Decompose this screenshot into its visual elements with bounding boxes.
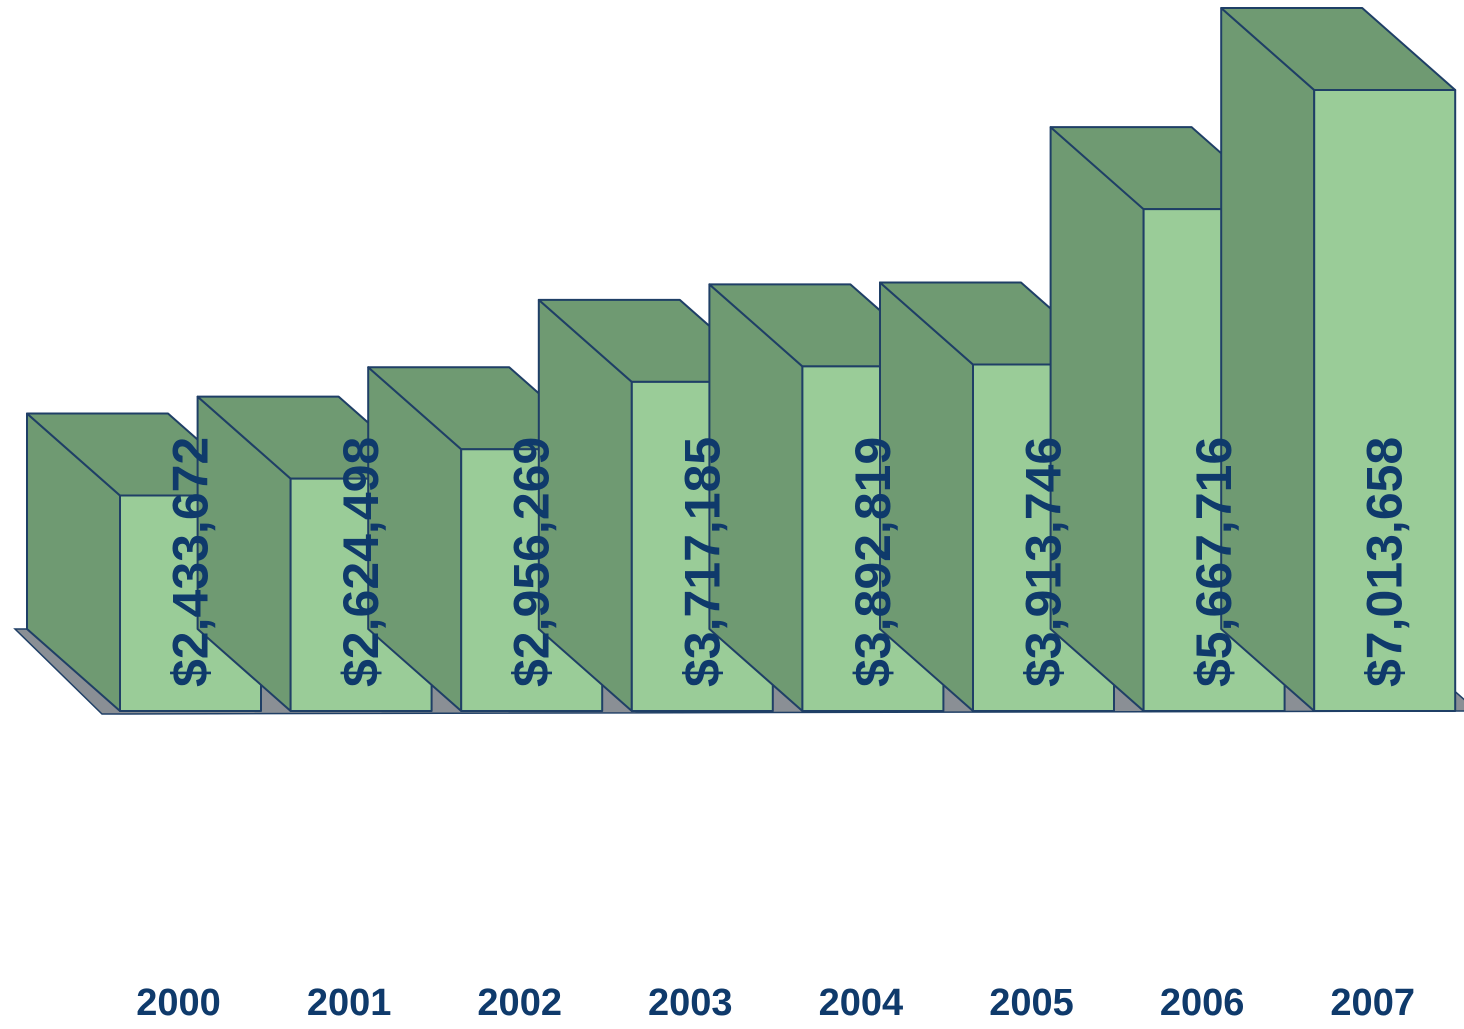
x-tick-label: 2005 xyxy=(989,982,1074,1024)
bar-front-face xyxy=(1313,89,1457,712)
x-tick-label: 2000 xyxy=(136,982,221,1024)
data-label: $3,892,819 xyxy=(845,437,901,687)
x-tick-label: 2006 xyxy=(1160,982,1245,1024)
category-labels-group: 2000 2001 2002 2003 2004 2005 2006 2007 xyxy=(136,982,1415,1024)
x-tick-label: 2001 xyxy=(307,982,392,1024)
bar-2007 xyxy=(1220,7,1457,712)
data-label: $2,433,672 xyxy=(163,437,219,687)
data-label: $3,913,746 xyxy=(1016,437,1072,687)
x-tick-label: 2002 xyxy=(477,982,562,1024)
x-tick-label: 2003 xyxy=(648,982,733,1024)
data-label: $5,667,716 xyxy=(1186,437,1242,687)
bars-group xyxy=(26,7,1457,712)
value-labels-group: $2,433,672 $2,624,498 $2,956,269 $3,717,185… xyxy=(163,437,1413,687)
x-tick-label: 2004 xyxy=(819,982,904,1024)
data-label: $7,013,658 xyxy=(1357,437,1413,687)
data-label: $2,956,269 xyxy=(504,437,560,687)
x-tick-label: 2007 xyxy=(1330,982,1415,1024)
data-label: $3,717,185 xyxy=(674,437,730,687)
data-label: $2,624,498 xyxy=(333,437,389,687)
